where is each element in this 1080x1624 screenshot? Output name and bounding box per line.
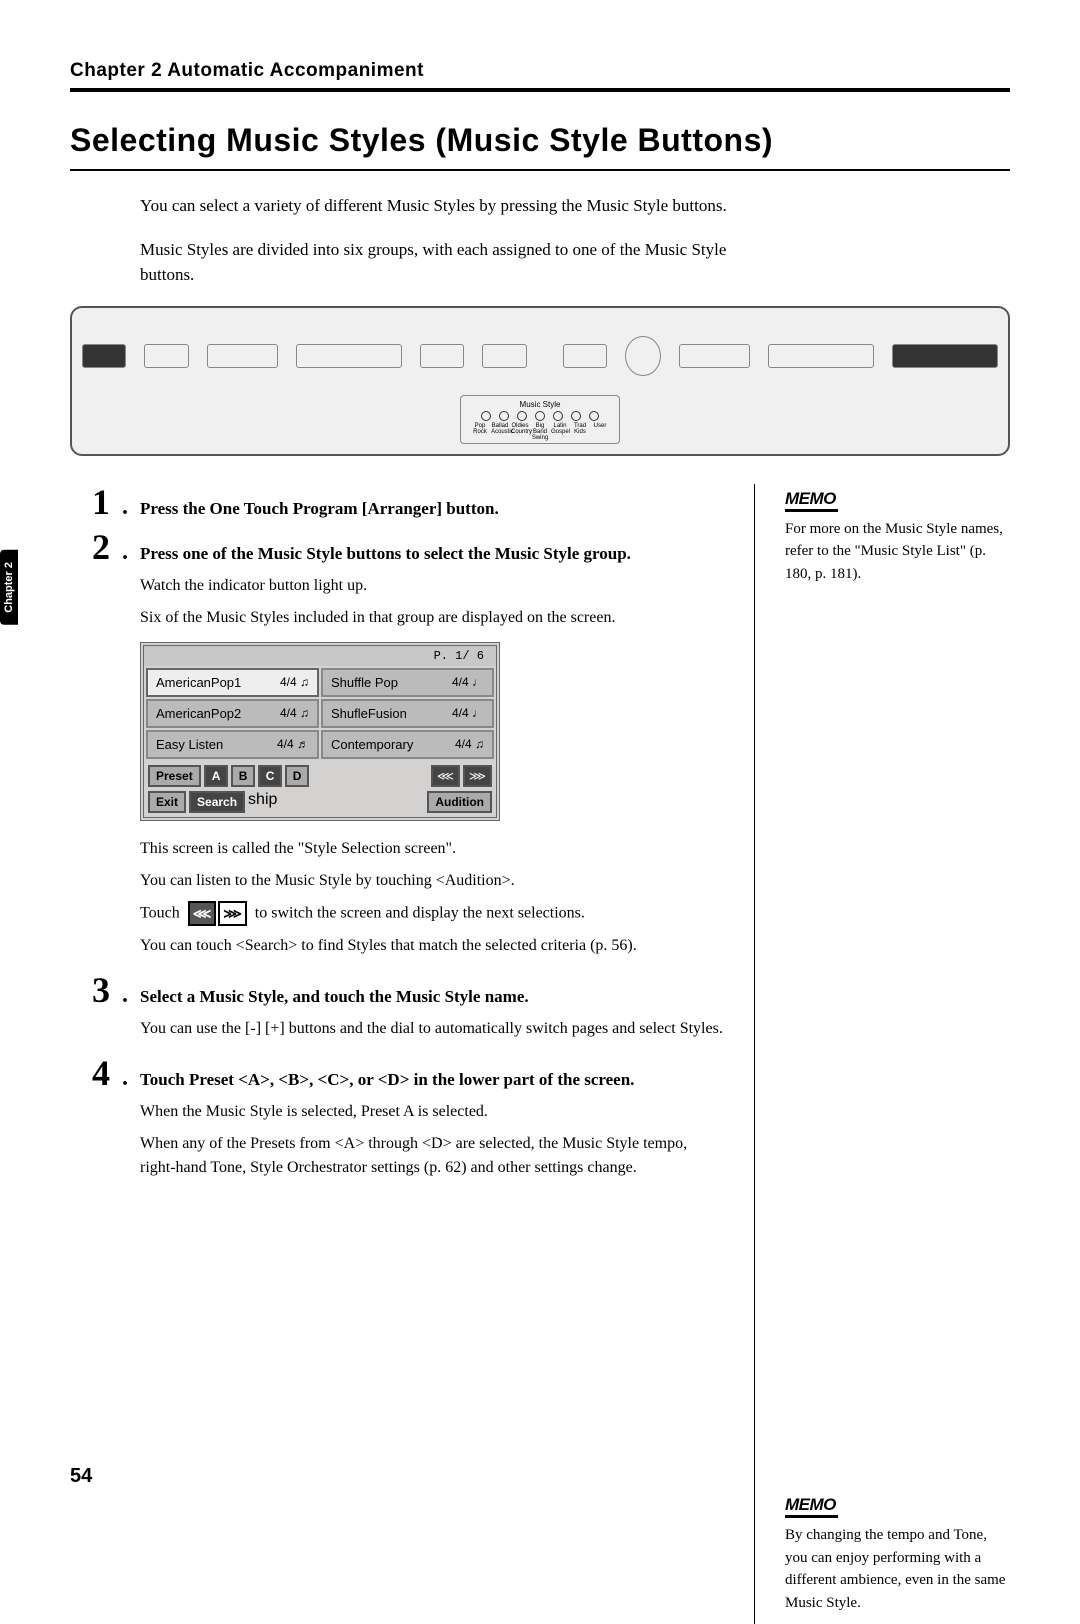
prev-page-icon: ⋘ (188, 901, 217, 927)
music-style-button-group: Music Style Pop RockBallad Acoustic Oldi… (460, 395, 620, 444)
body-text: Watch the indicator button light up. (140, 574, 724, 598)
audition-button: Audition (427, 791, 492, 813)
page-title: Selecting Music Styles (Music Style Butt… (70, 122, 1010, 171)
style-cell: AmericanPop24/4 ♫ (146, 699, 319, 728)
style-cell: Shuffle Pop4/4 ♩ (321, 668, 494, 697)
preset-c-button: C (258, 765, 282, 787)
step-number: 4 (70, 1055, 110, 1091)
page-indicator: P. 1/ 6 (144, 646, 496, 666)
style-cell: Contemporary4/4 ♫ (321, 730, 494, 759)
step-3-text: Select a Music Style, and touch the Musi… (140, 983, 724, 1007)
step-number: 1 (70, 484, 110, 520)
preset-a-button: A (204, 765, 228, 787)
memo-2: MEMO By changing the tempo and Tone, you… (785, 1495, 1010, 1614)
body-text: Six of the Music Styles included in that… (140, 606, 724, 630)
memo-label: MEMO (785, 489, 838, 512)
style-selection-screenshot: P. 1/ 6 AmericanPop14/4 ♫ Shuffle Pop4/4… (140, 642, 500, 821)
search-button: Search (189, 791, 245, 813)
exit-button: Exit (148, 791, 186, 813)
body-text: Touch ⋘ ⋙ to switch the screen and displ… (140, 901, 724, 927)
next-page-icon: ⋙ (218, 901, 247, 927)
body-text: When any of the Presets from <A> through… (140, 1132, 724, 1180)
page-prev-icon: ⋘ (431, 765, 460, 787)
body-text: This screen is called the "Style Selecti… (140, 837, 724, 861)
keyboard-panel-diagram: Music Style Pop RockBallad Acoustic Oldi… (70, 306, 1010, 456)
memo-label: MEMO (785, 1495, 838, 1518)
body-text: You can use the [-] [+] buttons and the … (140, 1017, 724, 1041)
page-next-icon: ⋙ (463, 765, 492, 787)
preset-label: Preset (148, 765, 201, 787)
preset-d-button: D (285, 765, 309, 787)
chapter-header: Chapter 2 Automatic Accompaniment (70, 60, 1010, 82)
intro-paragraph-1: You can select a variety of different Mu… (140, 193, 780, 219)
step-1-text: Press the One Touch Program [Arranger] b… (140, 495, 724, 519)
style-cell: AmericanPop14/4 ♫ (146, 668, 319, 697)
step-number: 3 (70, 972, 110, 1008)
page-number: 54 (70, 1465, 92, 1488)
memo-text: For more on the Music Style names, refer… (785, 518, 1010, 586)
step-3: 3. Select a Music Style, and touch the M… (70, 972, 724, 1009)
step-1: 1. Press the One Touch Program [Arranger… (70, 484, 724, 521)
step-number: 2 (70, 529, 110, 565)
step-2: 2. Press one of the Music Style buttons … (70, 529, 724, 566)
music-style-label: Music Style (471, 400, 609, 409)
body-text: You can touch <Search> to find Styles th… (140, 934, 724, 958)
chapter-tab: Chapter 2 (0, 550, 18, 625)
body-text: You can listen to the Music Style by tou… (140, 869, 724, 893)
style-cell: Easy Listen4/4 ♬ (146, 730, 319, 759)
body-text: When the Music Style is selected, Preset… (140, 1100, 724, 1124)
memo-text: By changing the tempo and Tone, you can … (785, 1524, 1010, 1614)
preset-b-button: B (231, 765, 255, 787)
intro-paragraph-2: Music Styles are divided into six groups… (140, 237, 780, 288)
style-cell: ShufleFusion4/4 ♩ (321, 699, 494, 728)
step-4-text: Touch Preset <A>, <B>, <C>, or <D> in th… (140, 1066, 724, 1090)
memo-1: MEMO For more on the Music Style names, … (785, 489, 1010, 586)
header-rule (70, 88, 1010, 92)
step-2-text: Press one of the Music Style buttons to … (140, 540, 724, 564)
step-4: 4. Touch Preset <A>, <B>, <C>, or <D> in… (70, 1055, 724, 1092)
